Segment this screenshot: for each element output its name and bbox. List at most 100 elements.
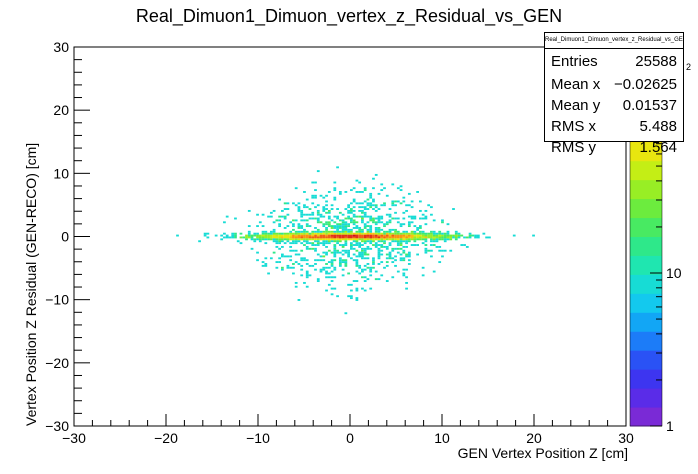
heatmap-cell bbox=[350, 295, 353, 298]
heatmap-cell bbox=[220, 234, 224, 237]
heatmap-cell bbox=[380, 215, 384, 218]
heatmap-cell bbox=[347, 236, 350, 239]
heatmap-cell bbox=[250, 238, 254, 241]
heatmap-cell bbox=[325, 251, 328, 254]
heatmap-cell bbox=[303, 191, 306, 193]
heatmap-cell bbox=[300, 242, 304, 245]
heatmap-cell bbox=[369, 225, 373, 228]
heatmap-cell bbox=[363, 208, 367, 210]
heatmap-cell bbox=[316, 280, 320, 282]
heatmap-cell bbox=[380, 244, 384, 246]
heatmap-cell bbox=[308, 217, 312, 220]
heatmap-cell bbox=[385, 232, 389, 235]
heatmap-cell bbox=[278, 232, 281, 235]
heatmap-cell bbox=[303, 244, 306, 246]
heatmap-cell bbox=[314, 181, 317, 184]
heatmap-cell bbox=[261, 264, 265, 267]
heatmap-cell bbox=[261, 238, 265, 241]
heatmap-cell bbox=[443, 234, 447, 237]
heatmap-cell bbox=[383, 223, 386, 226]
heatmap-cell bbox=[363, 206, 367, 209]
heatmap-cell bbox=[333, 253, 337, 256]
heatmap-cell bbox=[396, 217, 400, 220]
heatmap-cell bbox=[338, 257, 342, 260]
heatmap-cell bbox=[322, 206, 326, 209]
heatmap-cell bbox=[407, 255, 411, 258]
heatmap-cell bbox=[374, 270, 378, 273]
heatmap-cell bbox=[272, 234, 276, 237]
heatmap-cell bbox=[424, 223, 428, 226]
heatmap-cell bbox=[283, 232, 287, 235]
heatmap-cell bbox=[377, 230, 381, 233]
heatmap-cell bbox=[449, 238, 453, 241]
heatmap-cell bbox=[333, 249, 337, 252]
heatmap-cell bbox=[341, 268, 345, 271]
heatmap-cell bbox=[350, 189, 353, 192]
heatmap-cell bbox=[421, 217, 425, 220]
heatmap-cell bbox=[283, 234, 287, 237]
heatmap-cell bbox=[441, 249, 444, 252]
heatmap-cell bbox=[305, 238, 309, 241]
heatmap-cell bbox=[460, 234, 464, 237]
heatmap-cell bbox=[421, 242, 425, 245]
color-scale-band bbox=[630, 312, 662, 332]
heatmap-cell bbox=[338, 244, 342, 246]
heatmap-cell bbox=[267, 215, 270, 218]
heatmap-cell bbox=[275, 261, 279, 264]
heatmap-cell bbox=[336, 234, 339, 237]
heatmap-cell bbox=[300, 259, 304, 262]
heatmap-cell bbox=[303, 240, 306, 243]
stats-row-mean-x: Mean x −0.02625 bbox=[551, 73, 677, 96]
heatmap-cell bbox=[269, 211, 273, 214]
heatmap-cell bbox=[350, 238, 353, 241]
heatmap-cell bbox=[402, 268, 406, 271]
heatmap-cell bbox=[424, 217, 428, 220]
heatmap-cell bbox=[347, 283, 350, 286]
heatmap-cell bbox=[391, 257, 395, 260]
heatmap-cell bbox=[421, 232, 425, 235]
heatmap-cell bbox=[363, 232, 367, 235]
heatmap-cell bbox=[289, 238, 293, 241]
heatmap-cell bbox=[432, 240, 436, 243]
heatmap-cell bbox=[363, 234, 367, 237]
heatmap-cell bbox=[369, 247, 373, 250]
heatmap-cell bbox=[278, 219, 281, 222]
heatmap-cell bbox=[300, 209, 304, 212]
heatmap-cell bbox=[327, 238, 331, 241]
heatmap-cell bbox=[256, 232, 259, 235]
heatmap-cell bbox=[314, 206, 317, 209]
heatmap-cell bbox=[424, 209, 428, 212]
heatmap-cell bbox=[281, 232, 284, 235]
heatmap-cell bbox=[225, 234, 229, 237]
heatmap-cell bbox=[427, 232, 431, 235]
heatmap-cell bbox=[269, 257, 273, 260]
heatmap-cell bbox=[264, 257, 268, 260]
heatmap-cell bbox=[319, 242, 323, 245]
heatmap-cell bbox=[333, 181, 337, 184]
heatmap-cell bbox=[289, 234, 293, 237]
heatmap-cell bbox=[314, 238, 317, 241]
heatmap-cell bbox=[355, 280, 359, 282]
heatmap-cell bbox=[300, 257, 304, 260]
heatmap-cell bbox=[305, 259, 309, 262]
heatmap-cell bbox=[327, 230, 331, 233]
heatmap-cell bbox=[286, 240, 290, 243]
heatmap-cell bbox=[272, 236, 276, 239]
heatmap-cell bbox=[325, 253, 328, 256]
heatmap-cell bbox=[297, 209, 301, 212]
heatmap-cell bbox=[402, 245, 406, 248]
heatmap-cell bbox=[325, 194, 328, 197]
heatmap-cell bbox=[234, 236, 237, 239]
heatmap-cell bbox=[402, 251, 406, 254]
heatmap-cell bbox=[347, 232, 350, 235]
heatmap-cell bbox=[338, 223, 342, 226]
heatmap-cell bbox=[352, 236, 356, 239]
heatmap-cell bbox=[325, 245, 328, 248]
heatmap-cell bbox=[327, 283, 331, 286]
heatmap-cell bbox=[336, 230, 339, 233]
heatmap-cell bbox=[325, 236, 328, 239]
color-scale-exponent: 2 bbox=[686, 62, 691, 72]
heatmap-cell bbox=[361, 209, 364, 212]
heatmap-cell bbox=[402, 272, 406, 275]
heatmap-cell bbox=[281, 255, 284, 258]
